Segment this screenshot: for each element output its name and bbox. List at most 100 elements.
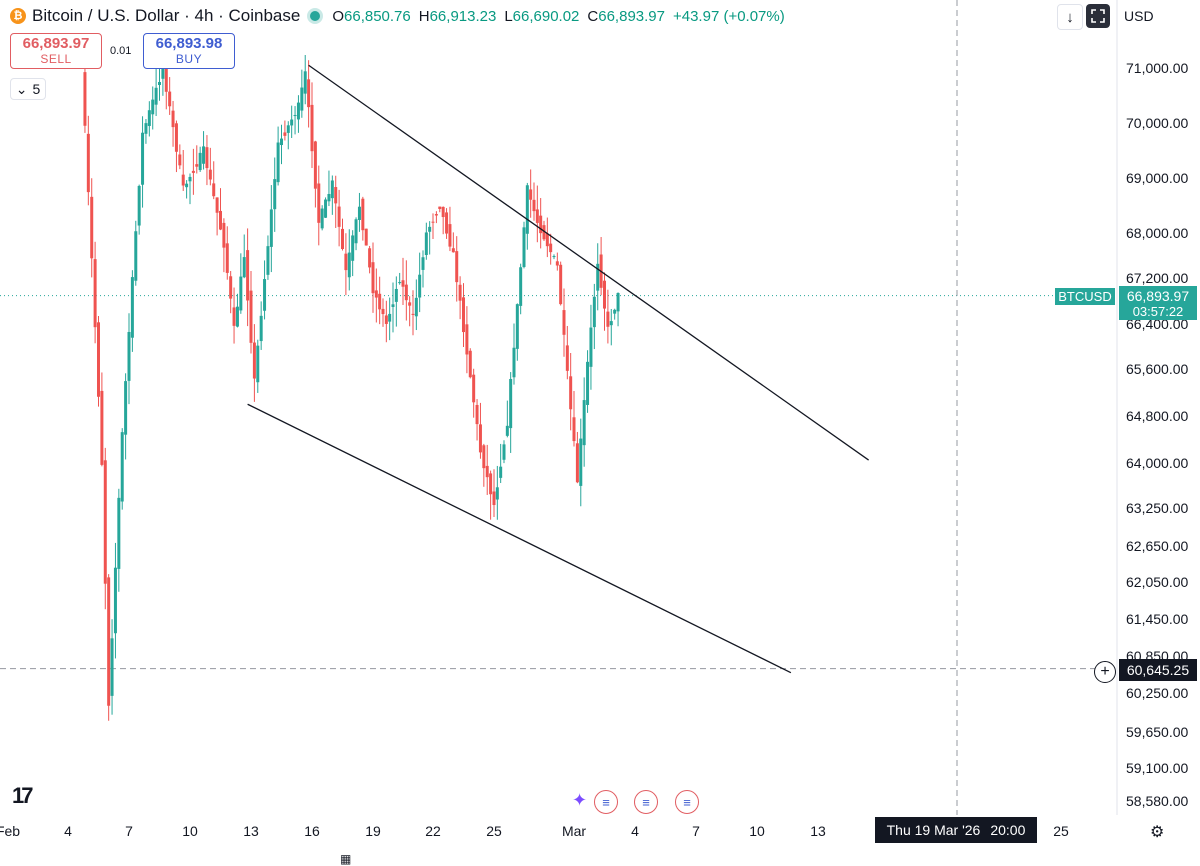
price-tick-label: 70,000.00	[1126, 115, 1189, 131]
candle-body	[418, 274, 422, 298]
candle	[448, 206, 452, 252]
sell-label: SELL	[40, 52, 72, 66]
candle-body	[408, 302, 412, 306]
candle	[525, 182, 529, 250]
gear-icon[interactable]: ⚙	[1150, 824, 1165, 841]
sparkle-icon[interactable]: ✦	[572, 790, 588, 810]
candle	[562, 288, 566, 357]
candle	[178, 144, 182, 170]
price-tick-label: 59,650.00	[1126, 724, 1189, 740]
currency-selector[interactable]: USD	[1120, 4, 1198, 28]
price-tick-label: 62,050.00	[1126, 574, 1189, 590]
candle	[522, 221, 526, 269]
time-tick-label: 4	[631, 823, 639, 839]
candle	[107, 574, 111, 721]
candle	[310, 82, 314, 169]
candle-body	[290, 119, 294, 126]
us-flag-event-icon[interactable]: ≡	[594, 790, 618, 814]
candle-body	[232, 307, 236, 326]
candle-body	[300, 87, 304, 111]
candle-body	[495, 487, 499, 500]
candle-body	[293, 115, 297, 117]
candle	[208, 147, 212, 186]
candle	[168, 77, 172, 115]
ohlc-legend: O66,850.76 H66,913.23 L66,690.02 C66,893…	[332, 8, 784, 25]
candle-body	[310, 104, 314, 152]
candle-body	[509, 378, 513, 429]
candle	[334, 175, 338, 228]
us-flag-event-icon[interactable]: ≡	[634, 790, 658, 814]
candle	[418, 252, 422, 313]
candle	[290, 105, 294, 138]
candle-body	[256, 345, 260, 383]
ticker-tag: BTCUSD	[1055, 288, 1115, 305]
candle	[616, 292, 620, 327]
candle	[606, 289, 610, 344]
candle	[151, 86, 155, 130]
fullscreen-icon[interactable]	[1086, 4, 1110, 28]
candle	[246, 228, 250, 327]
candle	[441, 206, 445, 235]
candle	[572, 391, 576, 447]
candle-body	[103, 460, 107, 584]
candle	[222, 218, 226, 273]
candle	[421, 250, 425, 288]
candle	[120, 428, 124, 510]
candle	[492, 469, 496, 517]
candle	[307, 60, 311, 128]
tradingview-logo-icon[interactable]: 17	[12, 783, 34, 808]
candle-body	[499, 466, 503, 478]
candle-body	[137, 185, 141, 226]
calendar-icon[interactable]: ▦	[340, 852, 352, 866]
last-price: 66,893.97	[1126, 287, 1190, 304]
candle	[117, 488, 121, 592]
candle-body	[549, 243, 553, 253]
change-value: +43.97 (+0.07%)	[672, 7, 785, 25]
candle	[565, 325, 569, 380]
candle	[188, 173, 192, 205]
crosshair-date: Thu 19 Mar '26	[886, 822, 981, 838]
candle	[592, 283, 596, 350]
candle	[293, 106, 297, 135]
candle	[97, 316, 100, 407]
candle	[388, 297, 392, 341]
spread-value: 0.01	[110, 45, 132, 57]
candle-body	[195, 164, 199, 167]
candle-body	[147, 110, 151, 126]
candle	[354, 217, 358, 251]
candle-body	[589, 327, 593, 367]
symbol-title[interactable]: Bitcoin / U.S. Dollar · 4h · Coinbase	[32, 6, 301, 25]
candle	[445, 208, 449, 239]
price-tick-label: 60,250.00	[1126, 685, 1189, 701]
sell-button[interactable]: 66,893.97 SELL	[10, 33, 102, 69]
trend-line-lower[interactable]	[247, 403, 792, 674]
us-flag-event-icon[interactable]: ≡	[675, 790, 699, 814]
collapse-legend-toggle[interactable]: ⌄ 5	[10, 78, 46, 100]
candle-body	[351, 235, 355, 261]
add-alert-plus-icon[interactable]: +	[1094, 661, 1116, 683]
candle-body	[472, 374, 476, 403]
candle-body	[462, 297, 465, 333]
candle-body	[120, 432, 124, 502]
buy-button[interactable]: 66,893.98 BUY	[143, 33, 235, 69]
candle-body	[324, 199, 328, 218]
candle-body	[428, 226, 432, 232]
candle-body	[198, 152, 202, 171]
price-tick-label: 66,400.00	[1126, 316, 1189, 332]
candle-body	[202, 146, 206, 164]
candle	[280, 124, 283, 165]
price-tick-label: 71,000.00	[1126, 60, 1189, 76]
candle-body	[337, 206, 341, 227]
candle	[320, 205, 324, 231]
indicator-count: 5	[32, 81, 41, 97]
arrow-down-icon[interactable]: ↓	[1057, 4, 1083, 30]
bitcoin-icon: ₿	[10, 8, 26, 24]
candle-body	[154, 87, 158, 105]
trend-line-upper[interactable]	[308, 64, 869, 461]
candle	[603, 272, 606, 331]
time-tick-label: Mar	[561, 823, 587, 839]
candle	[539, 198, 543, 249]
candle	[468, 348, 472, 379]
candle-body	[374, 290, 378, 298]
